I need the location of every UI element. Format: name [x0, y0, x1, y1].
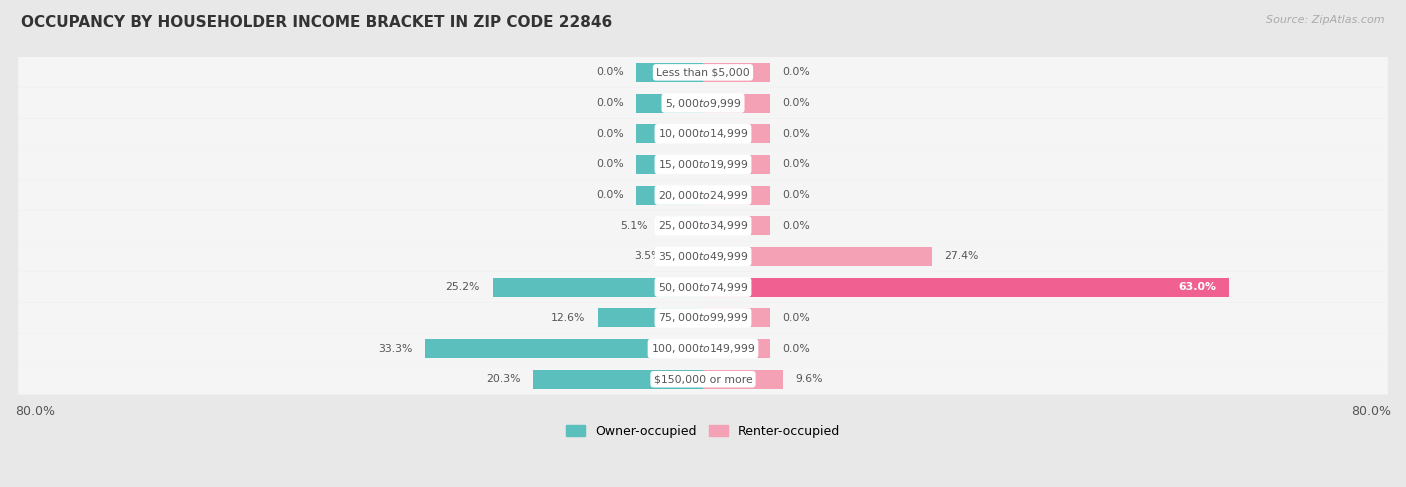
- Bar: [703, 63, 770, 82]
- FancyBboxPatch shape: [18, 302, 1388, 333]
- Text: 12.6%: 12.6%: [551, 313, 585, 323]
- Bar: [598, 308, 703, 327]
- Text: 0.0%: 0.0%: [596, 129, 624, 139]
- FancyBboxPatch shape: [18, 272, 1388, 302]
- Bar: [673, 247, 703, 266]
- Bar: [703, 94, 770, 112]
- Bar: [703, 155, 770, 174]
- Bar: [636, 94, 703, 112]
- Bar: [703, 247, 932, 266]
- Text: $75,000 to $99,999: $75,000 to $99,999: [658, 311, 748, 324]
- Text: $10,000 to $14,999: $10,000 to $14,999: [658, 127, 748, 140]
- Bar: [703, 339, 770, 358]
- Text: 0.0%: 0.0%: [782, 313, 810, 323]
- Bar: [636, 124, 703, 143]
- Text: 0.0%: 0.0%: [596, 67, 624, 77]
- Bar: [703, 370, 783, 389]
- Text: 25.2%: 25.2%: [446, 282, 479, 292]
- Text: 0.0%: 0.0%: [782, 98, 810, 108]
- Text: 5.1%: 5.1%: [620, 221, 648, 231]
- Text: $25,000 to $34,999: $25,000 to $34,999: [658, 219, 748, 232]
- Text: 0.0%: 0.0%: [596, 159, 624, 169]
- Text: $20,000 to $24,999: $20,000 to $24,999: [658, 188, 748, 202]
- FancyBboxPatch shape: [18, 149, 1388, 180]
- Bar: [492, 278, 703, 297]
- Text: 27.4%: 27.4%: [945, 251, 979, 262]
- Text: 0.0%: 0.0%: [782, 67, 810, 77]
- Text: 0.0%: 0.0%: [782, 190, 810, 200]
- Text: 3.5%: 3.5%: [634, 251, 661, 262]
- Text: 0.0%: 0.0%: [782, 343, 810, 354]
- Text: Less than $5,000: Less than $5,000: [657, 67, 749, 77]
- Text: $50,000 to $74,999: $50,000 to $74,999: [658, 281, 748, 294]
- FancyBboxPatch shape: [18, 364, 1388, 394]
- Text: 0.0%: 0.0%: [782, 129, 810, 139]
- Bar: [703, 216, 770, 235]
- Text: $150,000 or more: $150,000 or more: [654, 374, 752, 384]
- FancyBboxPatch shape: [18, 118, 1388, 149]
- Bar: [703, 278, 1229, 297]
- Text: OCCUPANCY BY HOUSEHOLDER INCOME BRACKET IN ZIP CODE 22846: OCCUPANCY BY HOUSEHOLDER INCOME BRACKET …: [21, 15, 613, 30]
- Bar: [425, 339, 703, 358]
- Text: 0.0%: 0.0%: [782, 159, 810, 169]
- Text: $5,000 to $9,999: $5,000 to $9,999: [665, 96, 741, 110]
- Bar: [636, 186, 703, 205]
- FancyBboxPatch shape: [18, 88, 1388, 118]
- FancyBboxPatch shape: [18, 241, 1388, 272]
- Text: 33.3%: 33.3%: [378, 343, 412, 354]
- Text: 63.0%: 63.0%: [1178, 282, 1216, 292]
- Text: $100,000 to $149,999: $100,000 to $149,999: [651, 342, 755, 355]
- FancyBboxPatch shape: [18, 180, 1388, 210]
- FancyBboxPatch shape: [18, 333, 1388, 364]
- Text: $35,000 to $49,999: $35,000 to $49,999: [658, 250, 748, 263]
- FancyBboxPatch shape: [18, 210, 1388, 241]
- Bar: [533, 370, 703, 389]
- Bar: [703, 308, 770, 327]
- Bar: [703, 124, 770, 143]
- FancyBboxPatch shape: [18, 57, 1388, 88]
- Text: 20.3%: 20.3%: [486, 374, 522, 384]
- Text: Source: ZipAtlas.com: Source: ZipAtlas.com: [1267, 15, 1385, 25]
- Bar: [661, 216, 703, 235]
- Text: $15,000 to $19,999: $15,000 to $19,999: [658, 158, 748, 171]
- Bar: [636, 155, 703, 174]
- Legend: Owner-occupied, Renter-occupied: Owner-occupied, Renter-occupied: [561, 420, 845, 443]
- Text: 0.0%: 0.0%: [782, 221, 810, 231]
- Text: 0.0%: 0.0%: [596, 98, 624, 108]
- Text: 9.6%: 9.6%: [796, 374, 823, 384]
- Text: 0.0%: 0.0%: [596, 190, 624, 200]
- Bar: [703, 186, 770, 205]
- Bar: [636, 63, 703, 82]
